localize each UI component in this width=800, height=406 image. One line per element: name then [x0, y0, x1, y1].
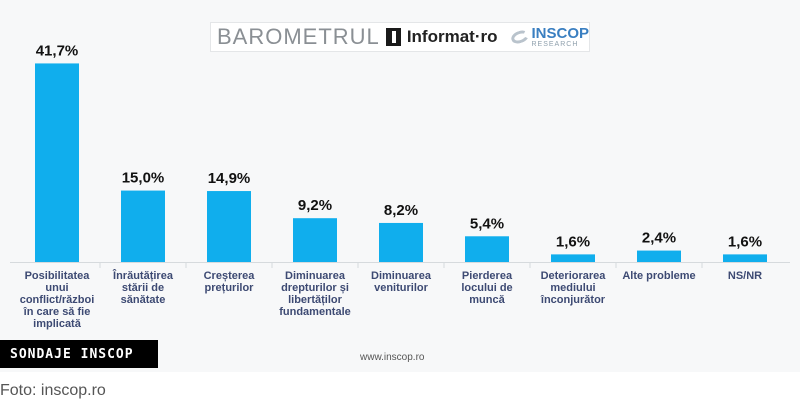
informat-logo-icon	[385, 28, 401, 46]
category-label: Deteriorarea mediului înconjurător	[540, 270, 606, 306]
bar	[379, 222, 423, 262]
bar	[207, 191, 251, 262]
category-label: Diminuarea drepturilor și libertăților fund…	[279, 270, 351, 318]
bar-chart: 41,7% Posibilitatea unui conflict/război în …	[10, 42, 790, 330]
bar	[551, 254, 595, 262]
data-label: 8,2%	[384, 202, 418, 219]
photo-caption: Foto: inscop.ro	[0, 382, 106, 399]
data-label: 9,2%	[298, 197, 332, 214]
data-label: 15,0%	[122, 170, 165, 187]
inscop-logo: INSCOP RESEARCH	[509, 25, 589, 48]
bar	[465, 236, 509, 262]
sondaje-badge: SONDAJE INSCOP	[0, 340, 158, 368]
data-label: 5,4%	[470, 215, 504, 232]
bar	[637, 250, 681, 262]
barometru-wordmark: BAROMETRUL	[217, 24, 380, 49]
category-label: NS/NR	[728, 270, 762, 282]
bar	[293, 218, 337, 262]
inscop-wordmark: INSCOP	[531, 25, 589, 42]
category-label: Diminuarea veniturilor	[371, 270, 432, 294]
data-label: 1,6%	[728, 233, 762, 250]
category-label: Posibilitatea unui conflict/război în care …	[20, 270, 95, 330]
chart-panel: 41,7% Posibilitatea unui conflict/război în …	[10, 22, 790, 363]
data-label: 1,6%	[556, 233, 590, 250]
data-label: 41,7%	[36, 42, 79, 59]
data-label: 2,4%	[642, 230, 676, 247]
source-website: www.inscop.ro	[360, 352, 425, 363]
data-label: 14,9%	[208, 170, 251, 187]
inscop-research-wordmark: RESEARCH	[531, 41, 579, 48]
category-label: Înrăutățirea stării de sănătate	[112, 269, 174, 306]
bar	[35, 63, 79, 262]
inscop-swoosh-icon	[509, 28, 531, 46]
bar	[723, 254, 767, 262]
informat-wordmark: Informat·ro	[406, 27, 498, 46]
bar	[121, 190, 165, 262]
category-label: Creșterea prețurilor	[204, 270, 256, 294]
category-label: Pierderea locului de muncă	[461, 270, 513, 306]
category-label: Alte probleme	[622, 270, 695, 282]
barometru-header-logo: BAROMETRUL Informat·ro INSCOP RESEARCH	[210, 22, 590, 52]
